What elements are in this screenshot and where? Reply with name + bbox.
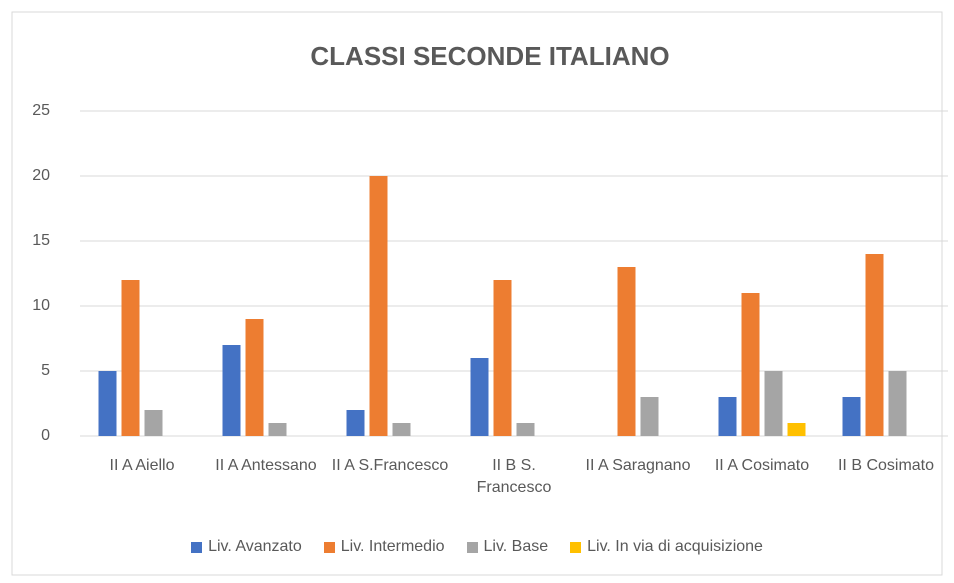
- bar: [888, 371, 907, 436]
- x-tick-label: II B Cosimato: [837, 457, 935, 474]
- bar: [121, 280, 140, 436]
- x-tick-label: II A Antessano: [215, 457, 317, 474]
- bar: [268, 423, 287, 436]
- bar: [470, 358, 489, 436]
- legend-item: Liv. Avanzato: [191, 538, 302, 556]
- bar: [787, 423, 806, 436]
- x-tick-label: II A Saragnano: [585, 457, 691, 474]
- x-tick-label: II A S.Francesco: [331, 457, 449, 474]
- chart-title: CLASSI SECONDE ITALIANO: [310, 41, 669, 71]
- bar: [865, 254, 884, 436]
- legend-swatch: [570, 541, 582, 553]
- bar: [842, 397, 861, 436]
- x-tick-label: II B S. Francesco: [476, 457, 552, 496]
- bar: [245, 319, 264, 436]
- legend-label: Liv. Intermedio: [340, 538, 445, 555]
- bar: [98, 371, 117, 436]
- x-tick-label: II A Cosimato: [714, 457, 810, 474]
- legend-swatch: [191, 541, 203, 553]
- y-tick-label: 5: [41, 362, 50, 379]
- legend: Liv. Avanzato Liv. Intermedio Liv. Base Liv…: [0, 538, 954, 556]
- bar: [741, 293, 760, 436]
- bar: [369, 176, 388, 436]
- legend-item: Liv. Intermedio: [323, 538, 445, 556]
- y-tick-label: 15: [32, 232, 50, 249]
- y-tick-label: 10: [32, 297, 50, 314]
- legend-item: Liv. In via di acquisizione: [570, 538, 763, 556]
- legend-swatch: [323, 541, 335, 553]
- y-tick-label: 20: [32, 167, 50, 184]
- x-tick-label: II A Aiello: [109, 457, 175, 474]
- legend-swatch: [466, 541, 478, 553]
- legend-item: Liv. Base: [466, 538, 549, 556]
- bar: [222, 345, 241, 436]
- legend-label: Liv. In via di acquisizione: [587, 538, 763, 555]
- y-tick-label: 0: [41, 427, 50, 444]
- bar: [718, 397, 737, 436]
- legend-label: Liv. Avanzato: [208, 538, 302, 555]
- chart-frame: [11, 11, 943, 576]
- bar: [764, 371, 783, 436]
- bar: [144, 410, 163, 436]
- bar: [493, 280, 512, 436]
- legend-label: Liv. Base: [483, 538, 549, 555]
- bar: [392, 423, 411, 436]
- y-tick-label: 25: [32, 102, 50, 119]
- bar: [617, 267, 636, 436]
- bar: [516, 423, 535, 436]
- bar: [346, 410, 365, 436]
- bar: [640, 397, 659, 436]
